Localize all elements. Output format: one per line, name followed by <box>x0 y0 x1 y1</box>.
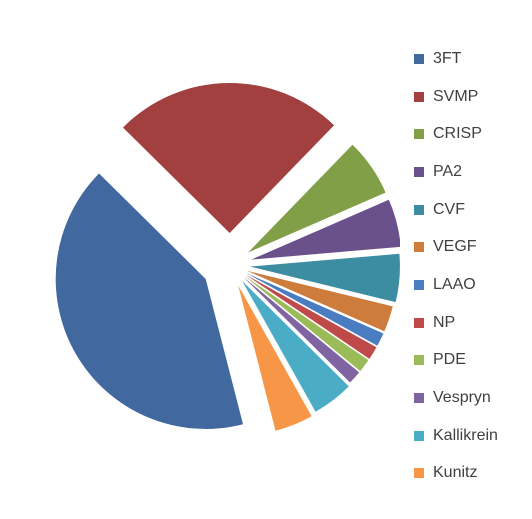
legend-swatch <box>414 468 424 479</box>
pie-slice-pa2 <box>251 199 400 260</box>
legend-swatch <box>414 279 424 290</box>
legend-item-kunitz: Kunitz <box>414 455 532 493</box>
pie-slice-vespryn <box>243 277 360 383</box>
legend-label: NP <box>433 313 456 331</box>
legend-swatch <box>414 166 424 177</box>
pie-slice-kunitz <box>238 285 312 431</box>
legend-swatch <box>414 53 424 64</box>
legend-label: CRISP <box>433 125 482 143</box>
pie-chart <box>55 83 400 431</box>
legend-label: Kallikrein <box>433 426 498 444</box>
legend-item-crisp: CRISP <box>414 115 532 153</box>
legend-label: CVF <box>433 200 465 218</box>
pie-slice-laao <box>246 273 384 346</box>
legend-swatch <box>414 393 424 404</box>
legend-item-laao: LAAO <box>414 266 532 304</box>
legend-label: PA2 <box>433 162 463 180</box>
legend-item-np: NP <box>414 304 532 342</box>
legend-item-vegf: VEGF <box>414 228 532 266</box>
legend-swatch <box>414 204 424 215</box>
pie-slice-kallikrein <box>242 280 349 412</box>
legend-item-vespryn: Vespryn <box>414 379 532 417</box>
pie-slice-cvf <box>249 253 400 303</box>
pie-slice-np <box>245 274 377 359</box>
pie-slice-crisp <box>248 144 386 253</box>
legend-item-kallikrein: Kallikrein <box>414 417 532 455</box>
legend-item-3ft: 3FT <box>414 40 532 78</box>
pie-slice-3ft <box>55 173 244 429</box>
legend: 3FT SVMP CRISP PA2 CVF VEGF LAAO NP PDE Vespryn Ka… <box>414 40 532 492</box>
pie-slice-pde <box>244 275 369 372</box>
legend-label: PDE <box>433 351 466 369</box>
legend-swatch <box>414 129 424 140</box>
legend-swatch <box>414 317 424 328</box>
legend-label: 3FT <box>433 49 462 67</box>
legend-item-svmp: SVMP <box>414 78 532 116</box>
legend-swatch <box>414 430 424 441</box>
pie-slice-svmp <box>122 83 335 234</box>
legend-swatch <box>414 91 424 102</box>
legend-label: SVMP <box>433 87 479 105</box>
legend-item-pde: PDE <box>414 342 532 380</box>
legend-label: VEGF <box>433 238 477 256</box>
legend-item-cvf: CVF <box>414 191 532 229</box>
legend-item-pa2: PA2 <box>414 153 532 191</box>
legend-swatch <box>414 355 424 366</box>
legend-label: LAAO <box>433 275 476 293</box>
legend-swatch <box>414 242 424 253</box>
legend-label: Kunitz <box>433 464 478 482</box>
legend-label: Vespryn <box>433 389 491 407</box>
pie-slice-vegf <box>247 270 393 332</box>
